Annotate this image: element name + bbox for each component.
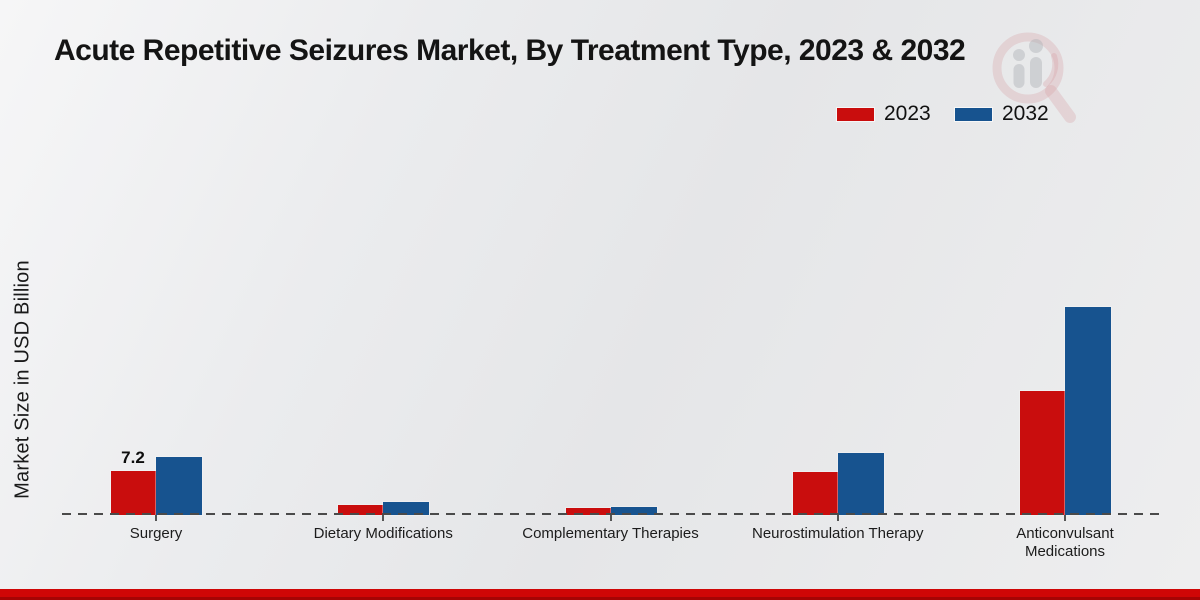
bar-value-label: 7.2: [121, 448, 145, 468]
bar-2032-anticonvulsant-medications: [1065, 307, 1111, 515]
bar-2023-anticonvulsant-medications: [1020, 390, 1065, 515]
bottom-accent-bar: [0, 589, 1200, 600]
legend: 2023 2032: [0, 100, 1200, 128]
category-label-anticonvulsant-medications: Anticonvulsant Medications: [1016, 525, 1114, 560]
x-axis-tick: [836, 515, 839, 521]
category-label-dietary-modifications: Dietary Modifications: [313, 525, 453, 542]
legend-label-2032: 2032: [1002, 102, 1049, 125]
legend-swatch-2032: [955, 107, 992, 121]
bar-2023-dietary-modifications: [338, 505, 384, 515]
bar-2023-surgery: [111, 471, 156, 515]
x-axis-tick: [382, 515, 385, 521]
category-label-complementary-therapies: Complementary Therapies: [522, 525, 699, 542]
legend-item-2032: 2032: [955, 100, 1049, 128]
x-axis-tick: [1064, 515, 1066, 521]
category-label-neurostimulation-therapy: Neurostimulation Therapy: [752, 525, 924, 542]
legend-item-2023: 2023: [837, 100, 931, 128]
legend-swatch-2023: [837, 107, 874, 121]
x-axis-dashed-line: [62, 513, 1160, 515]
bar-2032-neurostimulation-therapy: [837, 452, 884, 515]
x-axis-tick: [609, 515, 612, 521]
bar-2032-surgery: [156, 456, 202, 515]
legend-label-2023: 2023: [884, 102, 931, 125]
x-axis-tick: [155, 515, 157, 521]
bar-2032-complementary-therapies: [610, 507, 657, 515]
bar-2032-dietary-modifications: [383, 501, 430, 515]
bar-2023-complementary-therapies: [565, 508, 611, 515]
category-label-surgery: Surgery: [129, 525, 183, 542]
bar-2023-neurostimulation-therapy: [792, 471, 838, 515]
chart-title: Acute Repetitive Seizures Market, By Tre…: [54, 34, 966, 67]
